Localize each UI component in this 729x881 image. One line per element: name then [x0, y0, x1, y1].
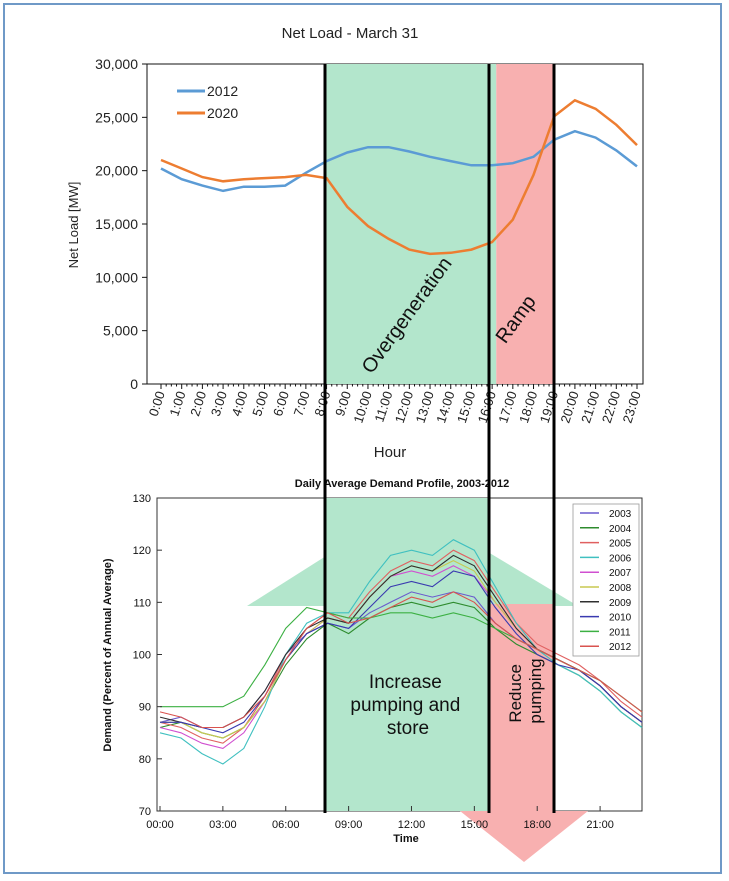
x-tick-label: 4:00: [229, 389, 251, 418]
y-tick-label: 70: [139, 806, 151, 818]
demand-profile-chart: Daily Average Demand Profile, 2003-2012 …: [102, 478, 643, 862]
legend-label-2012: 2012: [609, 642, 632, 653]
demand-x-axis-label: Time: [393, 833, 418, 845]
x-tick-label: 09:00: [335, 819, 363, 831]
net-load-y-ticks: 0 5,000 10,000 15,000 20,000 25,000 30,000: [95, 56, 147, 392]
x-tick-label: 6:00: [270, 389, 292, 418]
y-tick-label: 30,000: [95, 56, 138, 72]
series-line-2012: [160, 129, 638, 193]
net-load-series-group: [160, 98, 638, 256]
series-line-2005: [159, 549, 643, 744]
net-load-x-ticks: 0:001:002:003:004:005:006:007:008:009:00…: [146, 384, 644, 425]
increase-pumping-label: Increase pumping and store: [350, 672, 465, 739]
legend-label-2006: 2006: [609, 553, 632, 564]
x-tick-label: 0:00: [146, 389, 168, 418]
figure-frame: Net Load - March 31 0 5,000 10,000 15,000 20…: [3, 3, 722, 874]
demand-x-ticks: 00:00 03:00 06:00 09:00 12:00 15:00 18:00 21:00: [146, 806, 614, 831]
x-tick-label: 21:00: [586, 819, 614, 831]
series-line-2010: [160, 570, 643, 734]
y-tick-label: 10,000: [95, 269, 138, 285]
net-load-legend: 2012 2020: [177, 83, 238, 121]
x-tick-label: 5:00: [249, 389, 271, 418]
net-load-chart: Net Load - March 31 0 5,000 10,000 15,000 20…: [66, 25, 644, 461]
reduce-pumping-label: Reduce pumping: [506, 658, 545, 723]
x-tick-label: 3:00: [208, 389, 230, 418]
demand-legend: 2003 2004 2005 2006 2007 2008 2009 2010 2011 2012: [572, 503, 640, 657]
x-tick-label: 12:00: [398, 819, 426, 831]
y-tick-label: 110: [133, 597, 151, 609]
y-tick-label: 0: [130, 376, 138, 392]
series-line-2012: [159, 591, 643, 729]
demand-y-axis-label: Demand (Percent of Annual Average): [102, 558, 114, 751]
legend-box: [572, 503, 640, 657]
y-tick-label: 5,000: [103, 323, 138, 339]
reduce-arrow-triangle: [460, 811, 588, 862]
x-tick-label: 15:00: [461, 819, 489, 831]
increase-pumping-band: [325, 498, 489, 811]
x-tick-label: 06:00: [272, 819, 300, 831]
y-tick-label: 25,000: [95, 109, 138, 125]
x-tick-label: 9:00: [332, 389, 354, 418]
y-tick-label: 100: [133, 650, 151, 662]
legend-label-2020: 2020: [207, 105, 238, 121]
series-line-2006: [159, 539, 643, 765]
y-tick-label: 130: [133, 493, 151, 505]
legend-label-2005: 2005: [609, 539, 632, 550]
legend-label-2003: 2003: [609, 509, 632, 520]
legend-label-2012: 2012: [207, 83, 238, 99]
legend-label-2007: 2007: [609, 568, 632, 579]
demand-series-group: [159, 539, 643, 765]
band-ramp: [496, 64, 555, 384]
legend-label-2008: 2008: [609, 583, 632, 594]
x-tick-label: 00:00: [146, 819, 174, 831]
x-tick-label: 2:00: [187, 389, 209, 418]
legend-label-2010: 2010: [609, 613, 632, 624]
x-tick-label: 03:00: [209, 819, 237, 831]
demand-chart-title: Daily Average Demand Profile, 2003-2012: [295, 478, 509, 490]
x-tick-label: 1:00: [166, 389, 188, 418]
legend-label-2004: 2004: [609, 524, 632, 535]
net-load-x-axis-label: Hour: [374, 444, 407, 461]
net-load-y-axis-label: Net Load [MW]: [66, 182, 81, 269]
y-tick-label: 120: [133, 545, 151, 557]
x-tick-label: 8:00: [311, 389, 333, 418]
y-tick-label: 80: [139, 754, 151, 766]
legend-label-2011: 2011: [609, 627, 631, 638]
boundary-lines: [323, 64, 556, 813]
series-line-2020: [160, 98, 638, 256]
x-tick-label: 18:00: [523, 819, 551, 831]
figure-canvas: Net Load - March 31 0 5,000 10,000 15,000 20…: [66, 25, 644, 862]
y-tick-label: 20,000: [95, 163, 138, 179]
y-tick-label: 15,000: [95, 216, 138, 232]
y-tick-label: 90: [139, 702, 151, 714]
demand-y-ticks: 70 80 90 100 110 120 130: [133, 493, 162, 818]
net-load-chart-title: Net Load - March 31: [282, 25, 419, 42]
x-tick-label: 7:00: [291, 389, 313, 418]
band-overgeneration: [326, 64, 497, 384]
legend-label-2009: 2009: [609, 598, 632, 609]
net-load-annotation-bands: [326, 64, 555, 384]
x-tick-label: 23:00: [620, 389, 644, 425]
